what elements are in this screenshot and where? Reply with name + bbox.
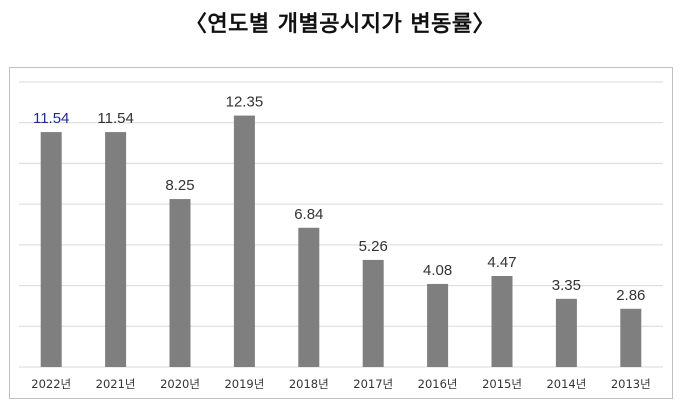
data-label-2017년: 5.26 [359,238,388,255]
x-tick-label-2022년: 2022년 [31,377,71,391]
bar-2017년 [362,259,384,367]
bar-2013년 [620,308,642,367]
chart-title: 〈연도별 개별공시지가 변동률〉 [184,12,496,37]
bar-2018년 [298,227,320,367]
bar-2019년 [233,115,255,367]
x-tick-label-2016년: 2016년 [418,377,458,391]
data-label-2018년: 6.84 [294,206,323,223]
bar-2016년 [427,283,449,367]
data-label-2015년: 4.47 [487,254,516,271]
data-label-2020년: 8.25 [165,177,194,194]
data-label-2019년: 12.35 [226,94,264,111]
bar-2015년 [491,276,513,367]
bar-2014년 [555,298,577,367]
x-tick-label-2018년: 2018년 [289,377,329,391]
data-label-2013년: 2.86 [616,287,645,304]
x-tick-label-2021년: 2021년 [96,377,136,391]
data-label-2016년: 4.08 [423,262,452,279]
bar-2020년 [169,199,191,367]
x-tick-label-2014년: 2014년 [546,377,586,391]
chart-area: 11.54 11.54 8.25 12.35 6.84 5.26 4.08 4.47 3.35 2… [9,67,673,399]
x-tick-label-2017년: 2017년 [353,377,393,391]
data-label-2014년: 3.35 [552,277,581,294]
x-tick-label-2020년: 2020년 [160,377,200,391]
data-label-2021년: 11.54 [97,110,133,127]
bar-chart: 11.54 11.54 8.25 12.35 6.84 5.26 4.08 4.47 3.35 2… [9,67,673,399]
bar-2021년 [105,132,127,367]
bar-2022년 [40,132,62,367]
x-tick-label-2019년: 2019년 [224,377,264,391]
x-tick-label-2015년: 2015년 [482,377,522,391]
data-label-2022년: 11.54 [33,110,69,127]
x-tick-label-2013년: 2013년 [611,377,651,391]
